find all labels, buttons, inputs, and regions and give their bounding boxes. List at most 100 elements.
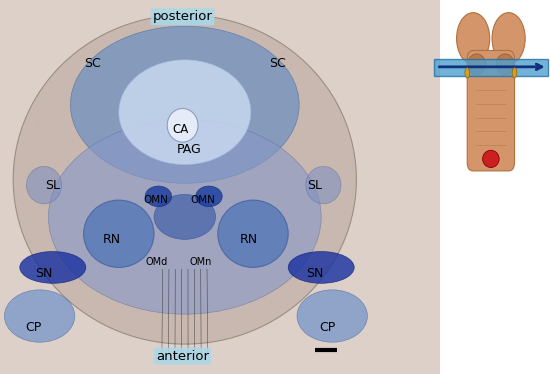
Point — [83, 73, 92, 79]
Point — [250, 212, 259, 218]
Point — [164, 279, 173, 285]
Point — [305, 89, 314, 95]
Text: PAG: PAG — [177, 143, 201, 156]
Point — [194, 114, 202, 120]
Ellipse shape — [306, 166, 341, 204]
Point — [28, 191, 36, 197]
Point — [302, 142, 311, 148]
Point — [177, 305, 185, 311]
Point — [284, 68, 293, 74]
Point — [32, 193, 41, 199]
Point — [206, 274, 215, 280]
Point — [40, 102, 49, 108]
Point — [195, 293, 204, 299]
Point — [226, 128, 235, 134]
Point — [266, 257, 275, 263]
Point — [224, 156, 233, 162]
Point — [224, 225, 233, 231]
Ellipse shape — [218, 200, 288, 267]
Point — [70, 53, 79, 59]
Point — [183, 121, 191, 127]
Point — [261, 53, 270, 59]
Point — [106, 97, 115, 103]
Point — [182, 205, 191, 211]
Ellipse shape — [167, 108, 198, 142]
Point — [104, 278, 113, 284]
Point — [263, 150, 272, 156]
Point — [212, 237, 221, 243]
Point — [235, 321, 244, 327]
Point — [299, 232, 307, 238]
Point — [204, 282, 213, 288]
Ellipse shape — [297, 290, 367, 342]
Point — [175, 97, 184, 103]
Point — [24, 133, 32, 139]
Point — [220, 250, 229, 256]
Point — [156, 57, 165, 63]
Point — [133, 264, 142, 270]
Text: SC: SC — [84, 57, 101, 70]
Point — [282, 155, 291, 161]
Point — [254, 298, 262, 304]
Point — [251, 306, 260, 312]
Text: posterior: posterior — [153, 10, 212, 23]
Point — [125, 259, 134, 265]
Point — [311, 272, 320, 278]
Point — [279, 202, 288, 208]
Point — [95, 296, 104, 302]
Point — [251, 212, 260, 218]
Point — [308, 128, 317, 134]
Point — [167, 53, 176, 59]
Text: SL: SL — [45, 179, 60, 191]
Text: OMn: OMn — [189, 257, 211, 267]
Point — [134, 53, 143, 59]
Point — [52, 254, 60, 260]
Point — [229, 40, 238, 46]
Point — [341, 209, 350, 215]
Text: RN: RN — [103, 233, 121, 246]
Point — [309, 154, 318, 160]
Point — [287, 139, 296, 145]
Ellipse shape — [456, 13, 490, 64]
Ellipse shape — [119, 60, 251, 165]
Point — [33, 240, 42, 246]
Point — [278, 186, 287, 191]
Point — [221, 324, 229, 330]
Text: CP: CP — [320, 321, 336, 334]
Point — [75, 197, 84, 203]
Point — [343, 186, 352, 191]
Point — [222, 155, 231, 161]
Point — [119, 32, 128, 38]
Point — [244, 70, 253, 76]
Point — [251, 32, 260, 38]
Point — [32, 212, 41, 218]
Point — [196, 174, 205, 180]
Point — [73, 96, 82, 102]
Point — [133, 22, 141, 28]
Point — [314, 216, 323, 222]
Point — [114, 242, 123, 248]
Point — [68, 207, 77, 213]
Point — [253, 159, 262, 165]
Point — [331, 216, 339, 222]
Point — [224, 80, 233, 86]
Point — [31, 180, 40, 186]
Point — [61, 198, 70, 204]
Point — [61, 91, 70, 97]
Point — [326, 170, 335, 176]
Point — [229, 298, 238, 304]
Point — [194, 265, 203, 271]
Point — [128, 276, 137, 282]
Point — [47, 79, 56, 85]
Point — [126, 248, 135, 254]
Point — [119, 300, 128, 306]
Point — [45, 191, 54, 197]
Point — [320, 194, 328, 200]
Point — [183, 111, 191, 117]
Point — [72, 180, 80, 186]
Point — [331, 183, 340, 189]
Point — [184, 288, 192, 294]
Point — [328, 126, 337, 132]
Point — [100, 226, 108, 232]
Point — [263, 172, 272, 178]
